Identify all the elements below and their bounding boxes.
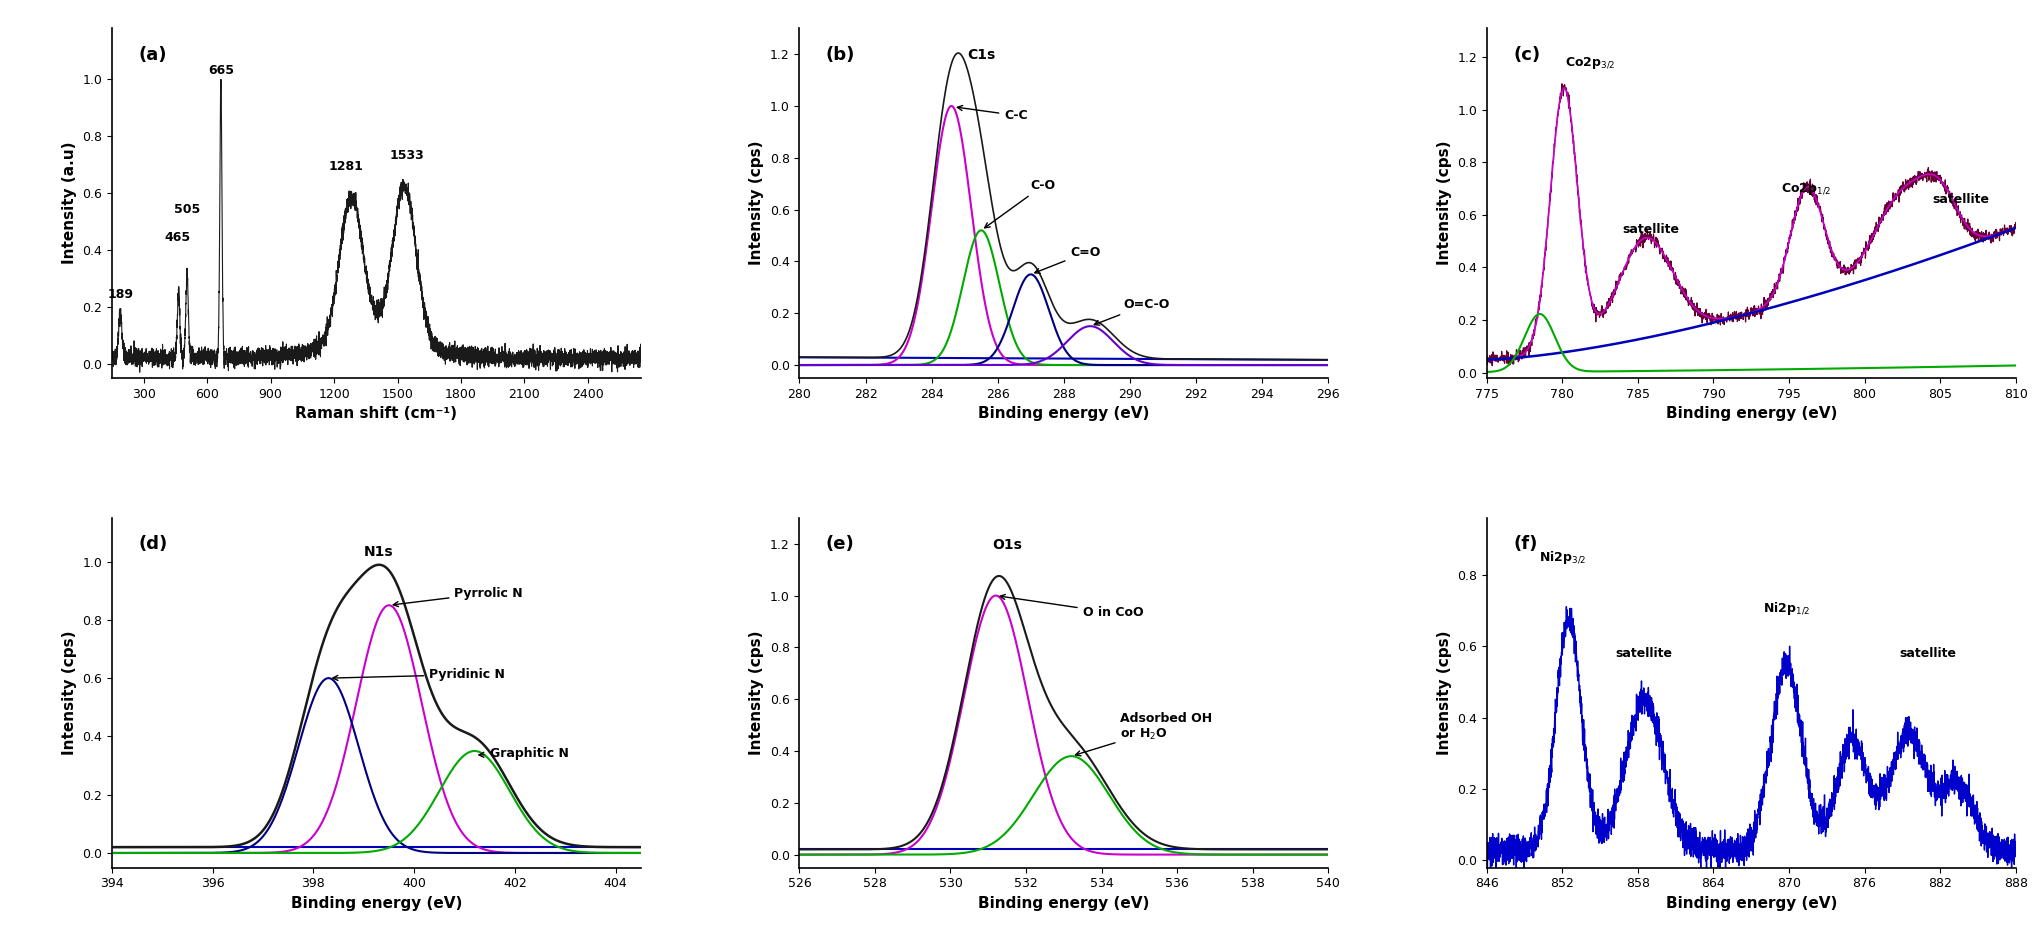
X-axis label: Binding energy (eV): Binding energy (eV): [977, 406, 1150, 422]
X-axis label: Raman shift (cm⁻¹): Raman shift (cm⁻¹): [295, 406, 458, 422]
Text: (f): (f): [1513, 536, 1537, 554]
Text: (d): (d): [138, 536, 167, 554]
Y-axis label: Intensity (cps): Intensity (cps): [1437, 631, 1452, 755]
Text: Pyridinic N: Pyridinic N: [332, 669, 505, 681]
Text: 1281: 1281: [328, 160, 362, 174]
Text: 189: 189: [108, 289, 132, 301]
Text: O in CoO: O in CoO: [1000, 594, 1144, 620]
Text: Co2p$_{1/2}$: Co2p$_{1/2}$: [1782, 181, 1832, 197]
Text: (e): (e): [827, 536, 855, 554]
Text: satellite: satellite: [1623, 223, 1680, 236]
Text: O=C-O: O=C-O: [1093, 298, 1169, 325]
Text: Ni2p$_{3/2}$: Ni2p$_{3/2}$: [1539, 550, 1586, 566]
Text: (a): (a): [138, 46, 167, 64]
Text: 1533: 1533: [389, 149, 423, 162]
Y-axis label: Intensity (cps): Intensity (cps): [749, 141, 764, 265]
Text: C=O: C=O: [1034, 246, 1101, 273]
X-axis label: Binding energy (eV): Binding energy (eV): [977, 896, 1150, 911]
Y-axis label: Intensity (cps): Intensity (cps): [61, 631, 77, 755]
Text: 505: 505: [175, 203, 202, 216]
Text: C-O: C-O: [985, 179, 1057, 228]
Text: Pyrrolic N: Pyrrolic N: [393, 587, 523, 606]
Text: 465: 465: [165, 231, 191, 244]
Text: O1s: O1s: [992, 538, 1022, 552]
Y-axis label: Intensity (cps): Intensity (cps): [749, 631, 764, 755]
Text: C-C: C-C: [957, 106, 1028, 122]
Text: (b): (b): [827, 46, 855, 64]
Text: Co2p$_{3/2}$: Co2p$_{3/2}$: [1566, 56, 1617, 72]
Text: (c): (c): [1513, 46, 1541, 64]
X-axis label: Binding energy (eV): Binding energy (eV): [291, 896, 462, 911]
Text: 665: 665: [208, 63, 234, 76]
Text: satellite: satellite: [1932, 193, 1989, 207]
Y-axis label: Intensity (cps): Intensity (cps): [1437, 141, 1452, 265]
Text: Ni2p$_{1/2}$: Ni2p$_{1/2}$: [1763, 601, 1810, 617]
Text: satellite: satellite: [1617, 648, 1674, 660]
Text: Adsorbed OH
or H$_2$O: Adsorbed OH or H$_2$O: [1075, 712, 1213, 756]
Text: N1s: N1s: [364, 545, 393, 559]
X-axis label: Binding energy (eV): Binding energy (eV): [1665, 406, 1836, 422]
Y-axis label: Intensity (a.u): Intensity (a.u): [61, 141, 77, 264]
Text: Graphitic N: Graphitic N: [478, 747, 568, 760]
Text: satellite: satellite: [1900, 648, 1957, 660]
X-axis label: Binding energy (eV): Binding energy (eV): [1665, 896, 1836, 911]
Text: C1s: C1s: [967, 48, 996, 62]
